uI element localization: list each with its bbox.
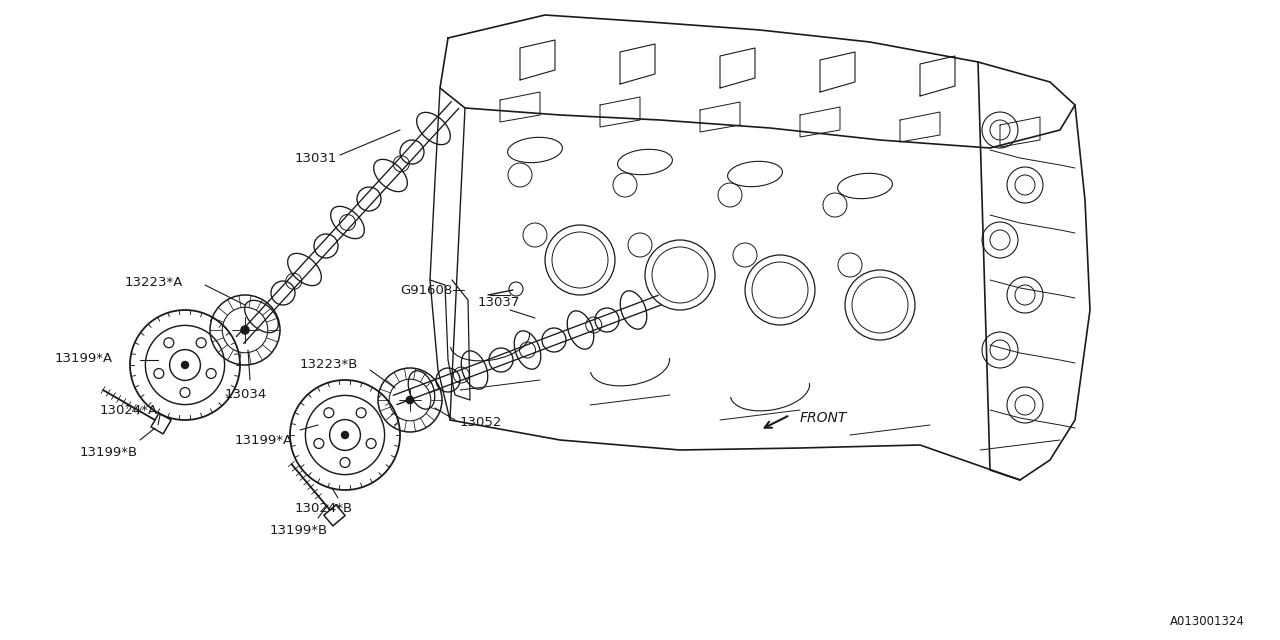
Text: 13223*A: 13223*A (125, 276, 183, 289)
Text: G91608—: G91608— (399, 284, 466, 296)
Text: 13199*A: 13199*A (236, 433, 293, 447)
Text: 13199*B: 13199*B (79, 445, 138, 458)
Text: 13034: 13034 (225, 388, 268, 401)
Text: 13199*B: 13199*B (270, 524, 328, 536)
Text: FRONT: FRONT (800, 411, 847, 425)
Text: 13052: 13052 (460, 417, 502, 429)
Text: 13037: 13037 (477, 296, 521, 308)
Text: 13199*A: 13199*A (55, 351, 113, 365)
Text: 13031: 13031 (294, 152, 338, 164)
Circle shape (342, 432, 348, 438)
Text: 13223*B: 13223*B (300, 358, 358, 371)
Circle shape (241, 326, 250, 334)
Circle shape (182, 362, 188, 368)
Text: 13024*B: 13024*B (294, 502, 353, 515)
Text: 13024*A: 13024*A (100, 403, 159, 417)
Circle shape (406, 396, 413, 404)
Text: A013001324: A013001324 (1170, 615, 1245, 628)
